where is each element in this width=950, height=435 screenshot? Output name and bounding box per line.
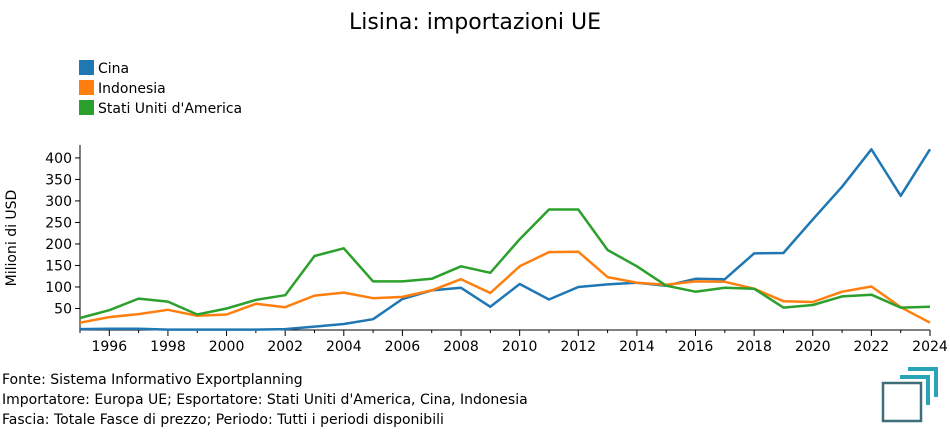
x-tick-label: 2006 xyxy=(385,339,421,355)
y-tick-label: 50 xyxy=(54,301,72,317)
x-tick-label: 2022 xyxy=(854,339,890,355)
x-tick-label: 2014 xyxy=(619,339,655,355)
range-note: Fascia: Totale Fasce di prezzo; Periodo:… xyxy=(2,412,444,428)
y-tick-label: 200 xyxy=(45,237,72,253)
y-tick-label: 250 xyxy=(45,215,72,231)
series-line-1 xyxy=(79,250,931,324)
x-tick-label: 1996 xyxy=(91,339,127,355)
importer-note: Importatore: Europa UE; Esportatore: Sta… xyxy=(2,392,528,408)
y-tick-label: 300 xyxy=(45,194,72,210)
x-tick-label: 2016 xyxy=(678,339,714,355)
legend-swatch xyxy=(79,100,94,115)
x-tick-label: 2000 xyxy=(209,339,245,355)
chart-series xyxy=(79,148,932,331)
x-tick-label: 2010 xyxy=(502,339,538,355)
chart-legend: Cina Indonesia Stati Uniti d'America xyxy=(79,60,242,117)
x-tick-label: 1998 xyxy=(150,339,186,355)
y-axis-label: Milioni di USD xyxy=(4,190,20,287)
legend-swatch xyxy=(79,80,94,95)
y-tick-label: 400 xyxy=(45,151,72,167)
legend-swatch xyxy=(79,60,94,75)
legend-label: Indonesia xyxy=(98,81,166,97)
source-note: Fonte: Sistema Informativo Exportplannin… xyxy=(2,372,303,388)
x-tick-label: 2018 xyxy=(736,339,772,355)
chart-axes: 50 100 150 200 250 300 350 400 1996 1998 2000 2002 2… xyxy=(45,145,948,355)
series-line-0 xyxy=(79,148,932,331)
x-tick-label: 2002 xyxy=(267,339,303,355)
chart-footer: Fonte: Sistema Informativo Exportplannin… xyxy=(2,370,528,430)
x-tick-label: 2024 xyxy=(912,339,948,355)
legend-label: Cina xyxy=(98,61,129,77)
x-tick-label: 2020 xyxy=(795,339,831,355)
y-tick-label: 100 xyxy=(45,280,72,296)
series-line-2 xyxy=(79,208,931,320)
chart-title: Lisina: importazioni UE xyxy=(349,10,601,35)
y-tick-label: 350 xyxy=(45,172,72,188)
line-chart: Lisina: importazioni UE Cina Indonesia Sta… xyxy=(4,10,948,355)
y-tick-label: 150 xyxy=(45,258,72,274)
exportplanning-logo-icon xyxy=(881,367,938,423)
x-tick-label: 2004 xyxy=(326,339,362,355)
x-tick-label: 2012 xyxy=(560,339,596,355)
x-tick-label: 2008 xyxy=(443,339,479,355)
legend-label: Stati Uniti d'America xyxy=(98,101,242,117)
